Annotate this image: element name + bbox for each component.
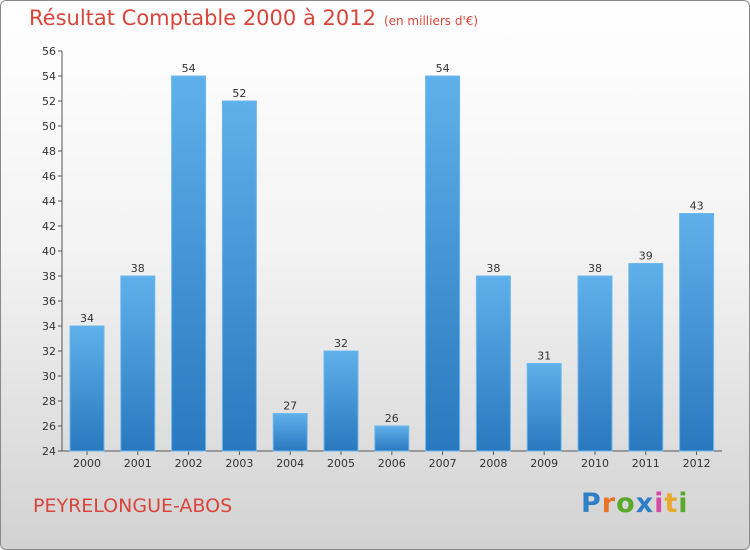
y-tick-label: 50 <box>42 120 56 133</box>
y-tick-label: 28 <box>42 395 56 408</box>
y-tick-label: 54 <box>42 70 56 83</box>
y-tick-label: 42 <box>42 220 56 233</box>
y-tick-label: 40 <box>42 245 56 258</box>
bar-value-label: 26 <box>385 412 399 425</box>
bar-2004 <box>272 413 308 452</box>
bar-value-label: 54 <box>182 62 196 75</box>
x-tick-label: 2009 <box>530 457 558 470</box>
logo-letter: P <box>581 488 602 519</box>
bar-2012 <box>679 213 715 452</box>
y-tick-label: 30 <box>42 370 56 383</box>
bar-2006 <box>374 425 410 452</box>
x-tick-label: 2003 <box>225 457 253 470</box>
y-tick-label: 26 <box>42 420 56 433</box>
y-tick-label: 38 <box>42 270 56 283</box>
bar-2000 <box>69 325 105 452</box>
logo-letter: o <box>616 488 636 519</box>
x-tick-label: 2010 <box>581 457 609 470</box>
x-tick-label: 2004 <box>276 457 304 470</box>
logo-letter: i <box>678 488 689 519</box>
bar-2005 <box>323 350 359 452</box>
bar-2011 <box>628 263 664 452</box>
bar-2002 <box>171 75 207 452</box>
bar-value-label: 38 <box>131 262 145 275</box>
chart-subtitle: (en milliers d'€) <box>383 14 479 28</box>
bar-2007 <box>425 75 461 452</box>
logo-letter: i <box>654 488 665 519</box>
x-tick-label: 2002 <box>175 457 203 470</box>
y-tick-label: 48 <box>42 145 56 158</box>
bar-value-label: 54 <box>436 62 450 75</box>
bar-value-label: 38 <box>486 262 500 275</box>
x-tick-label: 2001 <box>124 457 152 470</box>
bar-value-label: 34 <box>80 312 94 325</box>
x-tick-label: 2008 <box>479 457 507 470</box>
x-tick-label: 2006 <box>378 457 406 470</box>
y-tick-label: 32 <box>42 345 56 358</box>
x-tick-label: 2012 <box>683 457 711 470</box>
y-tick-label: 24 <box>42 445 56 458</box>
x-tick-label: 2005 <box>327 457 355 470</box>
logo-letter: r <box>601 488 617 519</box>
bar-value-label: 39 <box>639 250 653 263</box>
y-tick-label: 56 <box>42 45 56 58</box>
commune-name: PEYRELONGUE-ABOS <box>33 495 233 517</box>
bar-value-label: 52 <box>232 87 246 100</box>
chart-axes: 24 26 28 30 32 34 36 38 40 42 44 46 48 50 52 54 56 2000 20… <box>42 45 722 470</box>
bar-2009 <box>526 363 562 452</box>
y-tick-label: 36 <box>42 295 56 308</box>
x-tick-label: 2011 <box>632 457 660 470</box>
chart-title: Résultat Comptable 2000 à 2012 <box>29 6 376 30</box>
logo-letter: t <box>664 488 679 519</box>
bar-value-label: 38 <box>588 262 602 275</box>
y-tick-label: 46 <box>42 170 56 183</box>
chart-bars: 34 38 54 52 27 32 26 54 38 31 38 39 43 <box>69 62 715 452</box>
bar-value-label: 32 <box>334 337 348 350</box>
bar-2008 <box>475 275 511 452</box>
logo-letter: x <box>635 488 655 519</box>
x-tick-label: 2007 <box>429 457 457 470</box>
chart-title-block: Résultat Comptable 2000 à 2012 (en millie… <box>29 6 478 30</box>
bar-2003 <box>221 100 257 452</box>
bar-value-label: 43 <box>690 200 704 213</box>
proxiti-logo[interactable]: Proxiti <box>581 488 689 519</box>
bar-value-label: 31 <box>537 350 551 363</box>
x-tick-label: 2000 <box>73 457 101 470</box>
bar-value-label: 27 <box>283 400 297 413</box>
y-tick-label: 44 <box>42 195 56 208</box>
y-tick-label: 52 <box>42 95 56 108</box>
y-tick-label: 34 <box>42 320 56 333</box>
bar-2001 <box>120 275 156 452</box>
bar-2010 <box>577 275 613 452</box>
